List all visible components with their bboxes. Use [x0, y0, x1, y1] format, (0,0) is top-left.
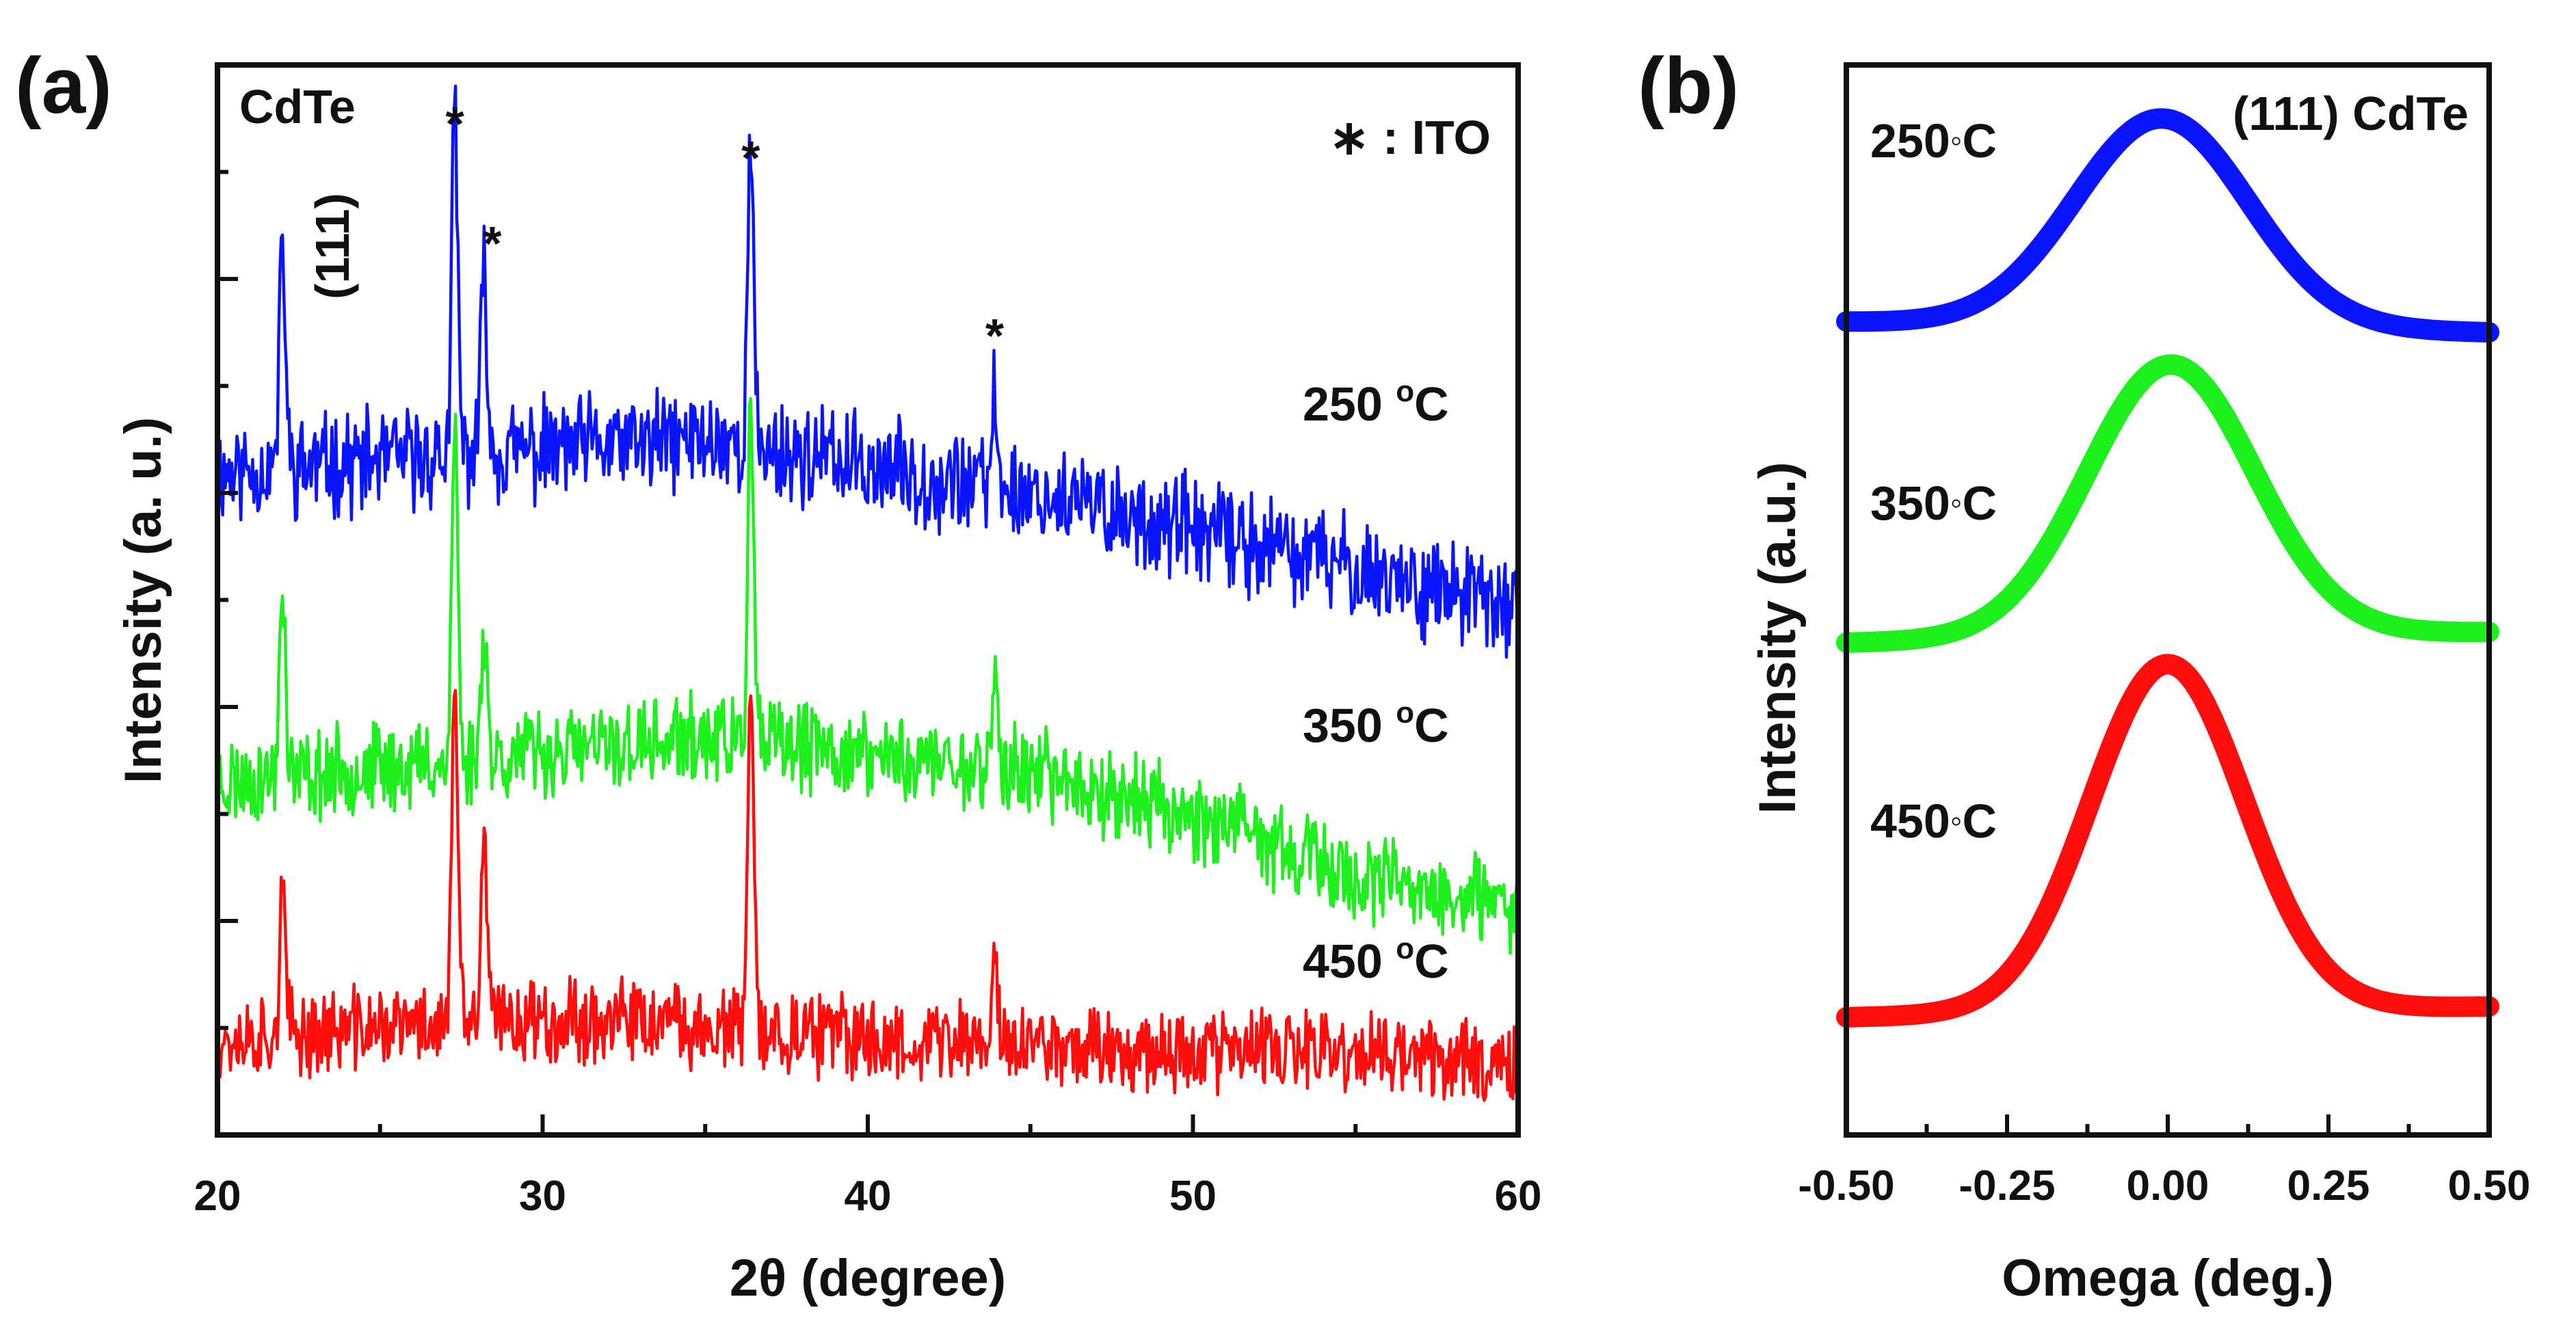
xrd-label-450: 450 oC [1303, 932, 1449, 988]
ito-star-marker: * [445, 97, 464, 150]
xrd-chart: 20 30 40 50 60 CdTe (111) ∗ : ITO * * * * 250 o… [114, 62, 1542, 1307]
rocking-title: (111) CdTe [2233, 87, 2469, 140]
rocking-curve-chart: -0.50 -0.25 0.00 0.25 0.50 (111) CdTe 250◦C 3… [1749, 62, 2530, 1307]
ito-star-marker: * [483, 217, 502, 270]
xrd-x-tick-label: 20 [194, 1173, 241, 1220]
ito-star-marker: * [985, 309, 1005, 362]
cdte-label: CdTe [239, 80, 356, 133]
xrd-y-axis-title: Intensity (a. u.) [114, 417, 172, 784]
xrd-series-group [215, 84, 1520, 1102]
ito-star-marker: * [741, 131, 760, 185]
rocking-label-250: 250◦C [1870, 114, 1997, 168]
xrd-x-tick-label: 60 [1495, 1173, 1542, 1220]
rocking-x-tick-label: -0.50 [1798, 1162, 1894, 1209]
xrd-axis-ticks: 20 30 40 50 60 [194, 170, 1542, 1220]
xrd-series-450 [215, 688, 1520, 1102]
rocking-x-axis-title: Omega (deg.) [2002, 1249, 2334, 1307]
ito-peak-markers: * * * * [445, 97, 1004, 362]
rocking-series-group [1836, 108, 2499, 1028]
rocking-label-350: 350◦C [1870, 477, 1997, 530]
xrd-series-labels: 250 oC 350 oC 450 oC [1303, 375, 1449, 988]
xrd-x-tick-label: 50 [1169, 1173, 1217, 1220]
rocking-plot-frame [1844, 62, 2492, 1138]
rocking-x-tick-label: -0.25 [1958, 1162, 2055, 1209]
rocking-x-tick-label: 0.00 [2127, 1162, 2209, 1209]
rocking-series-250 [1836, 108, 2499, 343]
rocking-series-450 [1836, 654, 2499, 1028]
ito-legend: ∗ : ITO [1329, 111, 1491, 164]
xrd-label-250: 250 oC [1303, 375, 1449, 431]
xrd-series-250 [215, 84, 1520, 659]
xrd-x-axis-title: 2θ (degree) [730, 1249, 1006, 1307]
cdte-111-label: (111) [306, 193, 359, 299]
xrd-x-tick-label: 40 [845, 1173, 892, 1220]
rocking-axis-ticks: -0.50 -0.25 0.00 0.25 0.50 [1798, 1114, 2530, 1209]
rocking-x-tick-label: 0.50 [2448, 1162, 2531, 1209]
rocking-x-tick-label: 0.25 [2287, 1162, 2370, 1209]
panel-a-label: (a) [15, 41, 112, 130]
rocking-y-axis-title: Intensity (a.u.) [1749, 461, 1807, 814]
xrd-x-tick-label: 30 [519, 1173, 566, 1220]
xrd-label-350: 350 oC [1303, 696, 1449, 752]
rocking-series-350 [1836, 354, 2499, 653]
xrd-series-350 [215, 397, 1520, 955]
rocking-series-labels: 250◦C 350◦C 450◦C [1870, 114, 1997, 848]
panel-b-label: (b) [1638, 41, 1739, 130]
rocking-label-450: 450◦C [1870, 794, 1997, 848]
